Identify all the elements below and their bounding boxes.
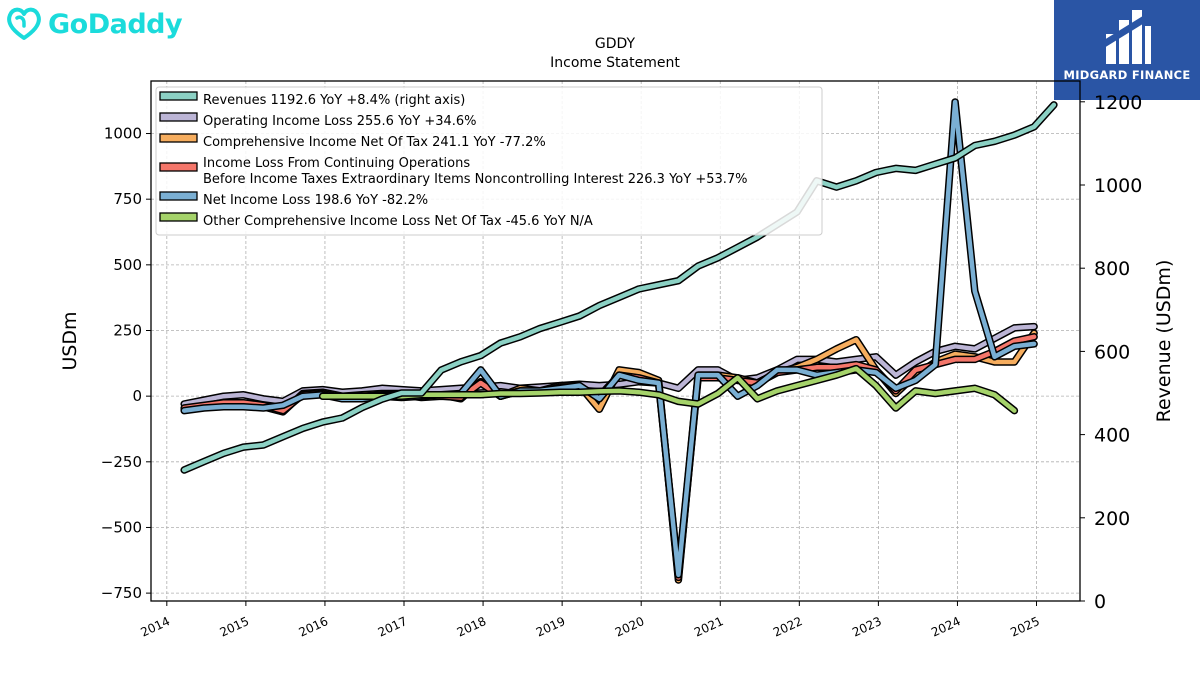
brand-name: GoDaddy (48, 8, 183, 40)
x-tick-label: 2018 (455, 614, 489, 640)
midgard-logo-icon (1104, 10, 1151, 64)
series-line-other-comprehensive-income-loss-net-of-tax (320, 366, 1017, 413)
series-line-revenues (181, 102, 1057, 473)
legend-label: Operating Income Loss 255.6 YoY +34.6% (203, 114, 477, 129)
midgard-finance-badge: MIDGARD FINANCE (1054, 0, 1200, 100)
y-axis-right-label: Revenue (USDm) (1153, 260, 1175, 423)
legend-label: Other Comprehensive Income Loss Net Of T… (203, 214, 593, 229)
y-right-tick-label: 600 (1094, 341, 1130, 363)
y-left-tick-label: 750 (113, 190, 142, 208)
legend-label: Comprehensive Income Net Of Tax 241.1 Yo… (203, 135, 546, 150)
legend-swatch (159, 162, 198, 172)
legend-label: Revenues 1192.6 YoY +8.4% (right axis) (203, 93, 465, 108)
x-axis: 2014 2015 2016 2017 2018 2019 2020 2021 2022 2023… (138, 601, 1042, 640)
left-axis: −750 −500 −250 0 250 500 750 1000 (101, 125, 151, 602)
series-layer (180, 98, 1058, 584)
legend-label: Income Loss From Continuing Operations (203, 156, 470, 171)
y-left-tick-label: 1000 (104, 125, 142, 143)
y-right-tick-label: 0 (1094, 591, 1106, 613)
brand-badge-text: MIDGARD FINANCE (1063, 68, 1191, 82)
y-left-tick-label: −500 (101, 518, 142, 536)
x-tick-label: 2015 (218, 614, 252, 640)
x-tick-label: 2024 (929, 614, 963, 640)
y-right-tick-label: 400 (1094, 425, 1130, 447)
y-left-tick-label: −250 (101, 453, 142, 471)
x-tick-label: 2021 (692, 614, 726, 640)
x-tick-label: 2016 (297, 614, 331, 640)
brand-logo: GoDaddy (4, 4, 183, 44)
y-axis-left-label: USDm (59, 311, 81, 370)
godaddy-heart-icon (7, 7, 41, 40)
x-tick-label: 2017 (376, 614, 410, 640)
legend-swatch (159, 133, 198, 143)
x-tick-label: 2020 (613, 614, 647, 640)
legend-label: Net Income Loss 198.6 YoY -82.2% (203, 193, 428, 208)
plot-frame (150, 80, 1081, 602)
y-right-tick-label: 1000 (1094, 175, 1142, 197)
chart-subtitle: Income Statement (550, 55, 680, 71)
y-right-tick-label: 1200 (1094, 92, 1142, 114)
series-outline-income-loss-from-continuing-operations-before-income-taxes-extraordinary-items-noncontrolling-interest (180, 333, 1038, 582)
legend-swatch (159, 191, 198, 201)
y-left-tick-label: 250 (113, 321, 142, 339)
legend-swatch (159, 91, 198, 101)
legend-label: Before Income Taxes Extraordinary Items … (203, 172, 748, 187)
legend: Revenues 1192.6 YoY +8.4% (right axis) Op… (155, 86, 823, 236)
chart-title: GDDY (595, 36, 636, 52)
legend-swatch (159, 112, 198, 122)
legend-swatch (159, 212, 198, 222)
x-tick-label: 2022 (771, 614, 805, 640)
series-line-income-loss-from-continuing-operations-before-income-taxes-extraordinary-items-noncontrolling-interest (181, 334, 1037, 580)
y-left-tick-label: −750 (101, 584, 142, 602)
x-tick-label: 2023 (850, 614, 884, 640)
right-axis: 0 200 400 600 800 1000 1200 (1080, 92, 1142, 613)
y-right-tick-label: 200 (1094, 508, 1130, 530)
y-left-tick-label: 500 (113, 256, 142, 274)
legend-box (155, 86, 823, 236)
x-tick-label: 2019 (534, 614, 568, 640)
x-tick-label: 2025 (1008, 614, 1042, 640)
y-right-tick-label: 800 (1094, 258, 1130, 280)
x-tick-label: 2014 (138, 614, 172, 640)
y-left-tick-label: 0 (132, 387, 142, 405)
